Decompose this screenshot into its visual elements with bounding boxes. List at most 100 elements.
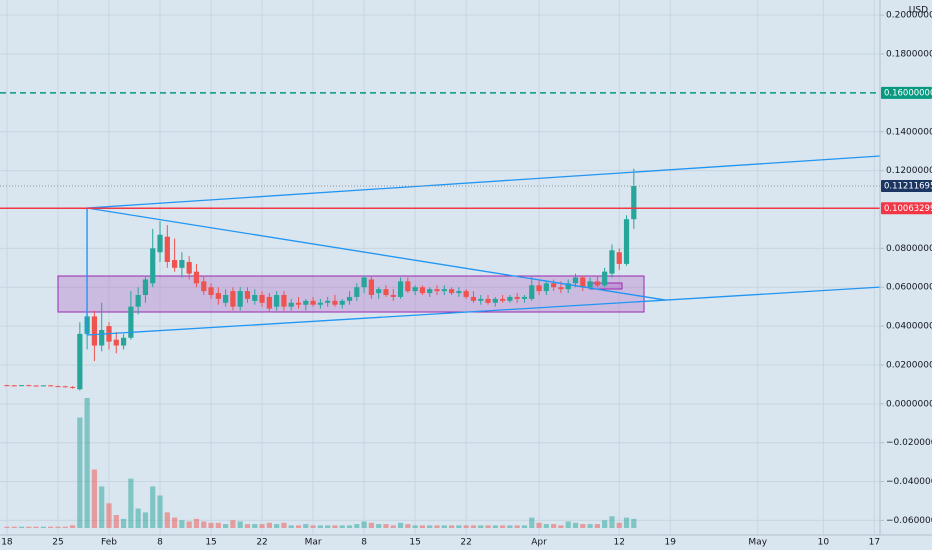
- candle-body: [99, 329, 105, 346]
- candle-body: [361, 277, 367, 288]
- volume-bar: [179, 520, 185, 528]
- volume-bar: [536, 522, 542, 528]
- price-label: 0.11211695: [884, 181, 932, 191]
- volume-bar: [631, 518, 637, 528]
- volume-bar: [434, 525, 440, 528]
- candle-body: [303, 300, 309, 305]
- volume-bar: [274, 524, 280, 528]
- candle-body: [252, 294, 258, 301]
- candle-body: [135, 294, 141, 307]
- volume-bar: [478, 525, 484, 528]
- candle-body: [150, 248, 156, 284]
- price-label: 0.10063299: [884, 204, 932, 214]
- volume-bar: [456, 525, 462, 528]
- volume-bar: [55, 526, 61, 528]
- volume-bar: [4, 526, 10, 528]
- volume-bar: [580, 524, 586, 528]
- trend-line[interactable]: [539, 279, 666, 301]
- volume-bar: [201, 521, 207, 528]
- volume-bar: [412, 525, 418, 528]
- candle-body: [434, 289, 440, 292]
- price-label-box: [881, 202, 932, 215]
- x-tick-label: 10: [818, 538, 830, 548]
- volume-bar: [616, 522, 622, 528]
- volume-bar: [11, 526, 17, 528]
- volume-bar: [339, 525, 345, 528]
- candle-body: [215, 293, 221, 299]
- volume-bar: [441, 525, 447, 528]
- x-tick-label: Apr: [531, 538, 547, 548]
- volume-bar: [558, 525, 564, 528]
- candle-body: [281, 294, 287, 307]
- x-tick-label: 25: [52, 538, 63, 548]
- grid: [0, 0, 880, 535]
- trend-line[interactable]: [86, 283, 932, 336]
- volume-bar: [419, 525, 426, 528]
- candle-body: [500, 298, 506, 301]
- volume-bar: [354, 524, 360, 528]
- volume-bar: [346, 525, 353, 528]
- volume-bar: [332, 525, 338, 528]
- candle-body: [448, 289, 455, 294]
- candle-body: [259, 294, 265, 303]
- x-tick-label: 18: [1, 538, 13, 548]
- volume-bar: [572, 522, 579, 528]
- trend-line[interactable]: [86, 155, 881, 209]
- candle-body: [376, 289, 382, 294]
- volume-bar: [427, 525, 433, 528]
- volume-bar: [529, 517, 535, 528]
- candle-body: [507, 296, 513, 301]
- candle-body: [565, 283, 571, 290]
- volume-bar: [106, 503, 112, 528]
- x-tick-label: 8: [361, 538, 367, 548]
- volume-bar: [171, 517, 178, 528]
- volume-bar: [390, 525, 396, 528]
- volume-bar: [383, 524, 389, 528]
- price-label-box: [881, 179, 932, 192]
- candle-body: [616, 252, 622, 264]
- x-tick-label: 19: [665, 538, 677, 548]
- volume-bar: [186, 521, 192, 528]
- candle-body: [69, 386, 76, 388]
- candle-body: [4, 385, 10, 387]
- candle-body: [77, 333, 83, 390]
- volume-bar: [223, 524, 229, 528]
- volume-bar: [303, 524, 309, 528]
- volume-bar: [40, 526, 46, 528]
- candle-body: [572, 277, 579, 284]
- candle-body: [346, 296, 353, 301]
- candle-body: [40, 385, 46, 387]
- candle-body: [339, 300, 345, 305]
- volume-bar: [368, 522, 375, 528]
- candle-body: [412, 287, 418, 292]
- volume-bar: [113, 515, 119, 528]
- volume-bar: [244, 524, 251, 528]
- candle-body: [543, 283, 549, 292]
- volume-bar: [33, 526, 39, 528]
- candle-body: [266, 296, 272, 309]
- volume-bar: [91, 469, 98, 528]
- candle-body: [33, 385, 39, 387]
- volume-bar: [288, 525, 294, 528]
- candle-body: [456, 291, 462, 294]
- volume-bar: [157, 495, 163, 528]
- volume-pane: [4, 398, 637, 528]
- volume-bar: [120, 518, 127, 528]
- volume-bar: [281, 522, 287, 528]
- candle-body: [536, 285, 542, 292]
- volume-bar: [230, 520, 236, 528]
- volume-bar: [405, 524, 411, 528]
- candles: [4, 168, 637, 391]
- candle-body: [529, 285, 535, 299]
- candle-body: [55, 386, 61, 388]
- candle-body: [120, 337, 127, 346]
- candle-body: [230, 291, 236, 307]
- candle-body: [274, 294, 280, 307]
